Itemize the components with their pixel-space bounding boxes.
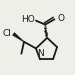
Text: N: N (37, 49, 44, 58)
Text: HO: HO (21, 15, 35, 24)
Text: O: O (58, 14, 65, 23)
Polygon shape (12, 33, 24, 42)
Text: Cl: Cl (3, 29, 11, 38)
